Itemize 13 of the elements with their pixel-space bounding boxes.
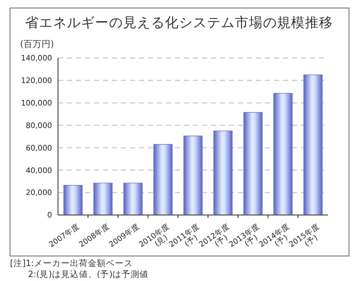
text: 2:(見)は見込値、(予)は予測値 — [28, 269, 149, 280]
bar — [303, 74, 323, 216]
bar — [213, 130, 233, 216]
bar — [183, 136, 203, 216]
bar — [153, 144, 173, 216]
bar — [243, 112, 263, 216]
y-axis-title: (百万円) — [20, 40, 54, 50]
text: [注]1:メーカー出荷金額ベース — [10, 258, 133, 269]
bar — [123, 182, 143, 216]
bar — [93, 182, 113, 216]
bar — [273, 93, 293, 216]
bar — [63, 185, 83, 216]
chart-title: 省エネルギーの見える化システム市場の規模推移 — [25, 15, 333, 31]
